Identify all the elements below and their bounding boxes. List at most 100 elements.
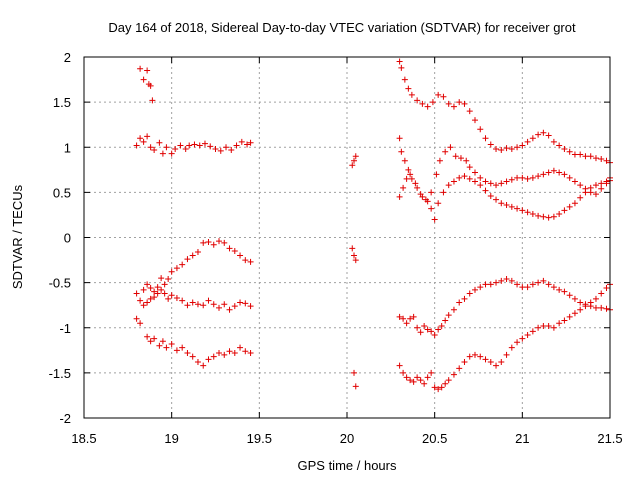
data-point [421,380,428,387]
data-point [133,142,140,149]
x-tick-label: 20.5 [422,431,447,446]
y-tick-label: 1.5 [53,95,71,110]
series-track-k [396,281,613,393]
series-track-h [396,135,613,223]
data-point [398,64,405,71]
data-point [417,329,424,336]
data-point [161,281,168,288]
data-point [566,292,573,299]
data-point [498,146,505,153]
data-point [456,299,463,306]
data-point [471,178,478,185]
data-point [577,306,584,313]
data-point [137,65,144,72]
data-point [598,155,605,162]
data-point [244,141,251,148]
data-point [184,256,191,263]
data-point [498,277,505,284]
data-point [168,268,175,275]
data-point [184,350,191,357]
data-point [179,344,186,351]
data-point [529,328,536,335]
data-point [433,171,440,178]
data-point [151,146,158,153]
data-point [212,146,219,153]
y-tick-label: -1.5 [49,366,71,381]
data-point [514,281,521,288]
data-point [493,146,500,153]
data-point [428,369,435,376]
data-point [529,281,536,288]
data-point [351,252,358,259]
data-point [159,150,166,157]
data-point [149,97,156,104]
data-point [200,302,207,309]
data-point [223,144,230,151]
data-point [158,286,165,293]
data-point [514,174,521,181]
data-point [477,182,484,189]
data-point [508,277,515,284]
data-point [400,369,407,376]
series-track-g [396,58,613,166]
data-point [550,213,557,220]
data-point [231,248,238,255]
data-point [168,292,175,299]
data-point [424,374,431,381]
data-point [352,153,359,160]
data-point [414,97,421,104]
y-tick-label: 0 [64,231,71,246]
data-point [201,140,208,147]
data-point [582,303,589,310]
data-point [519,284,526,291]
data-point [566,148,573,155]
data-point [577,299,584,306]
data-point [498,180,505,187]
data-point [428,205,435,212]
data-point [400,184,407,191]
data-point [592,182,599,189]
data-point [461,295,468,302]
data-point [189,252,196,259]
data-point [168,340,175,347]
data-point [529,135,536,142]
data-point [535,173,542,180]
data-point [524,175,531,182]
data-point [412,180,419,187]
data-point [417,377,424,384]
data-point [540,322,547,329]
data-point [482,187,489,194]
data-point [445,100,452,107]
data-point [466,175,473,182]
data-point [216,304,223,311]
data-point [419,100,426,107]
data-point [396,313,403,320]
series-track-d [133,286,254,327]
data-point [566,174,573,181]
data-point [493,362,500,369]
data-point [151,335,158,342]
data-point [191,141,198,148]
data-point [524,331,531,338]
data-point [396,135,403,142]
data-point [503,145,510,152]
data-point [457,155,464,162]
data-point [587,153,594,160]
y-tick-label: -0.5 [49,276,71,291]
data-point [140,302,147,309]
data-point [200,239,207,246]
data-point [456,99,463,106]
data-point [165,295,172,302]
data-point [508,146,515,153]
data-point [550,284,557,291]
data-point [405,85,412,92]
data-point [571,310,578,317]
data-point [154,284,161,291]
data-point [556,211,563,218]
data-point [461,100,468,107]
data-point [514,339,521,346]
data-point [450,103,457,110]
data-point [603,285,610,292]
data-point [210,353,217,360]
